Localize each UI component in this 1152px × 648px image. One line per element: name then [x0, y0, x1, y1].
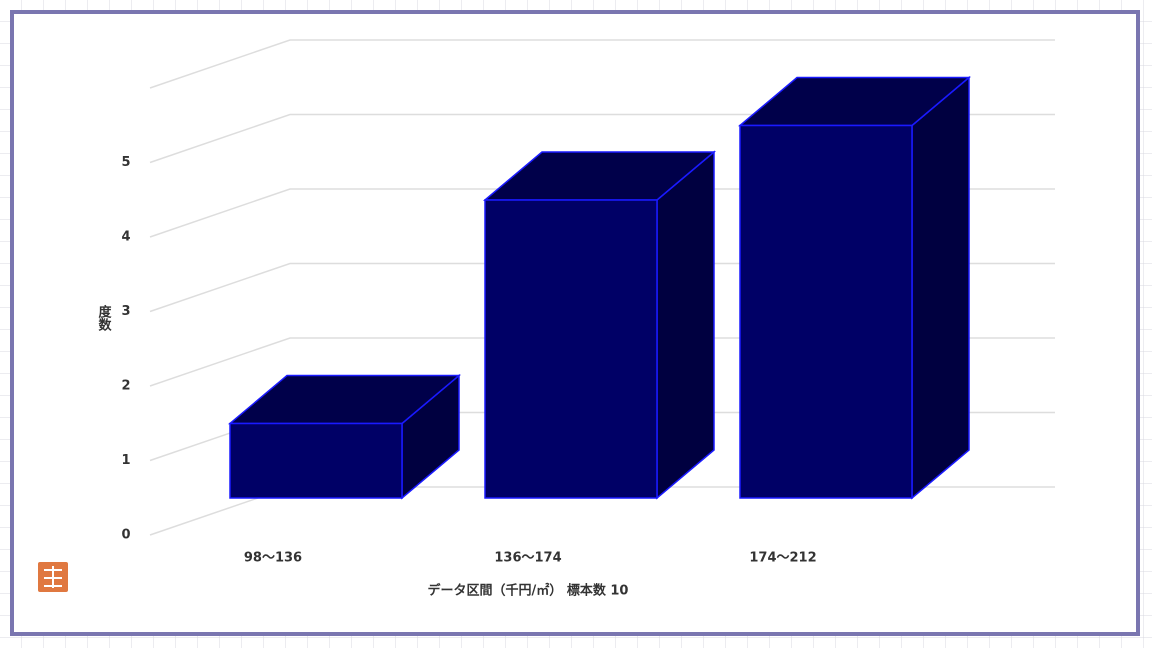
bar	[737, 75, 972, 500]
x-tick-label: 136～174	[494, 551, 561, 566]
y-tick-label: 1	[121, 453, 130, 468]
logo-glyph	[44, 566, 62, 588]
bar	[482, 150, 717, 500]
y-tick-label: 2	[121, 379, 130, 394]
x-tick-label: 98～136	[244, 551, 302, 566]
y-tick-label: 4	[121, 230, 130, 245]
y-tick-label: 3	[121, 304, 130, 319]
bar	[227, 373, 462, 500]
bar-side	[911, 75, 970, 500]
bar-side	[656, 150, 715, 500]
x-tick-label: 174～212	[749, 551, 816, 566]
y-tick-label: 5	[121, 155, 130, 170]
bar-front	[229, 422, 403, 499]
y-tick-label: 0	[121, 528, 130, 543]
bar-front	[484, 199, 658, 499]
x-axis-label: データ区間（千円/㎡） 標本数 10	[428, 583, 629, 599]
grid-top-frame	[149, 39, 1055, 89]
bar-front	[739, 124, 913, 499]
y-axis-label: 度数	[96, 304, 112, 332]
